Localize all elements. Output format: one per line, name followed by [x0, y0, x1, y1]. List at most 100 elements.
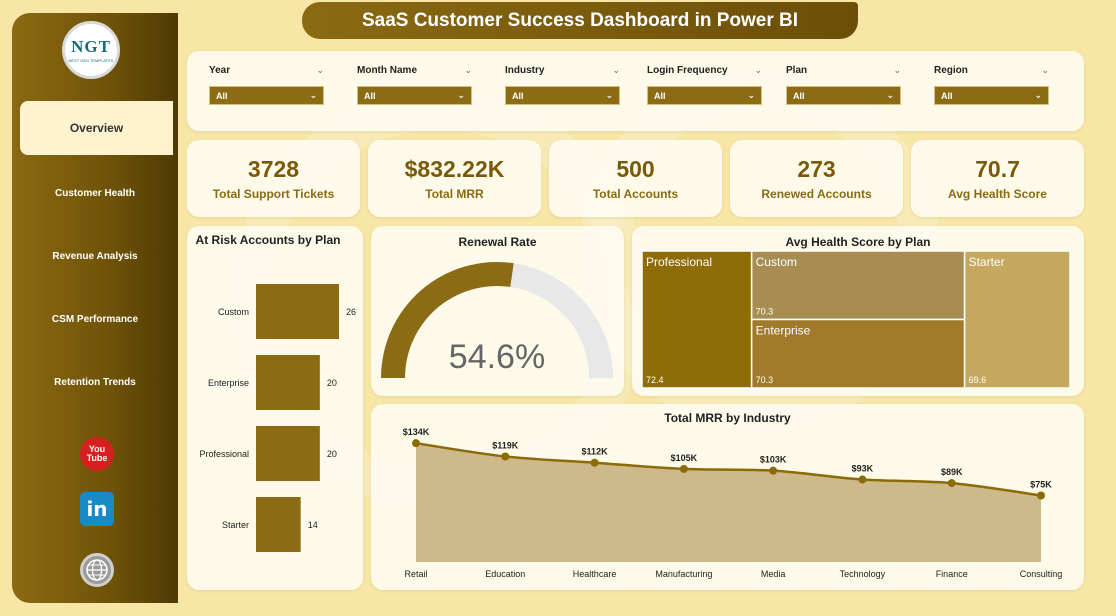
bar-value-label: 14	[308, 520, 318, 530]
select-value: All	[512, 90, 524, 101]
filter-region: Region ⌄ All ⌄	[934, 65, 1049, 105]
kpi-card-total-mrr: $832.22K Total MRR	[368, 140, 541, 217]
treemap-value: 72.4	[646, 375, 664, 385]
filter-label: Year	[209, 65, 231, 76]
industry-select[interactable]: All ⌄	[505, 86, 620, 105]
bar	[256, 284, 339, 339]
nav-customer-health[interactable]: Customer Health	[12, 168, 178, 218]
chevron-down-icon: ⌄	[747, 90, 755, 100]
page-title: SaaS Customer Success Dashboard in Power…	[361, 9, 799, 31]
globe-icon[interactable]	[80, 553, 114, 587]
chevron-down-icon[interactable]: ⌄	[316, 65, 324, 75]
kpi-label: Avg Health Score	[948, 187, 1047, 201]
kpi-label: Renewed Accounts	[761, 187, 872, 201]
dashboard-title-bar: SaaS Customer Success Dashboard in Power…	[302, 2, 858, 39]
chart-title: At Risk Accounts by Plan	[195, 233, 341, 247]
x-tick-label: Manufacturing	[655, 569, 712, 579]
bar-category-label: Custom	[218, 307, 249, 317]
data-label: $119K	[492, 440, 519, 450]
chevron-down-icon[interactable]: ⌄	[464, 65, 472, 75]
filter-label: Month Name	[357, 65, 417, 76]
linkedin-label: in	[86, 497, 108, 521]
filter-industry: Industry ⌄ All ⌄	[505, 65, 620, 105]
kpi-card-total-accounts: 500 Total Accounts	[549, 140, 722, 217]
bar-value-label: 20	[327, 449, 337, 459]
kpi-value: $832.22K	[404, 156, 505, 182]
select-value: All	[216, 90, 228, 101]
data-label: $93K	[852, 464, 874, 474]
nav-label: Retention Trends	[54, 376, 136, 388]
treemap-tile	[750, 318, 966, 389]
area-point	[679, 464, 688, 473]
bar	[256, 355, 320, 410]
kpi-value: 500	[616, 156, 655, 182]
nav-label: CSM Performance	[51, 313, 139, 325]
logo-subtext: NEXT GEN TEMPLATES	[68, 58, 114, 63]
nav-overview[interactable]: Overview	[20, 101, 173, 155]
chevron-down-icon: ⌄	[457, 90, 465, 100]
gauge-value: 54.6%	[449, 338, 545, 376]
bar-value-label: 26	[346, 307, 356, 317]
region-select[interactable]: All ⌄	[934, 86, 1049, 105]
area-fill	[416, 443, 1041, 562]
chevron-down-icon[interactable]: ⌄	[1041, 65, 1049, 75]
select-value: All	[793, 90, 805, 101]
x-tick-label: Healthcare	[573, 569, 617, 579]
data-label: $134K	[403, 427, 430, 437]
bar-category-label: Professional	[199, 449, 249, 459]
ngt-logo: NGT NEXT GEN TEMPLATES	[62, 21, 120, 79]
chevron-down-icon: ⌄	[886, 90, 894, 100]
treemap-tile	[963, 250, 1071, 389]
youtube-icon[interactable]: You Tube	[80, 437, 114, 471]
area-point	[769, 466, 778, 475]
bar-category-label: Enterprise	[208, 378, 249, 388]
chevron-down-icon[interactable]: ⌄	[612, 65, 620, 75]
chevron-down-icon: ⌄	[1034, 90, 1042, 100]
kpi-card-avg-health-score: 70.7 Avg Health Score	[911, 140, 1084, 217]
nav-csm-performance[interactable]: CSM Performance	[12, 294, 178, 344]
plan-select[interactable]: All ⌄	[786, 86, 901, 105]
nav-retention-trends[interactable]: Retention Trends	[12, 357, 178, 407]
at-risk-bar-chart-card: At Risk Accounts by Plan Custom 26 Enterpr…	[187, 226, 363, 590]
chevron-down-icon[interactable]: ⌄	[754, 65, 762, 75]
mrr-area-chart-card: Total MRR by Industry $134K Retail $119K Ed…	[371, 404, 1084, 590]
x-tick-label: Finance	[936, 569, 968, 579]
chart-title: Renewal Rate	[458, 235, 537, 249]
treemap-label: Professional	[646, 255, 712, 269]
chevron-down-icon[interactable]: ⌄	[893, 65, 901, 75]
data-label: $75K	[1030, 480, 1052, 490]
linkedin-icon[interactable]: in	[80, 492, 114, 526]
kpi-value: 70.7	[975, 156, 1020, 182]
data-label: $89K	[941, 467, 963, 477]
kpi-value: 273	[797, 156, 836, 182]
filter-login-frequency: Login Frequency ⌄ All ⌄	[647, 65, 762, 105]
nav-revenue-analysis[interactable]: Revenue Analysis	[12, 231, 178, 281]
youtube-label: You Tube	[86, 444, 108, 463]
filter-plan: Plan ⌄ All ⌄	[786, 65, 901, 105]
sidebar: NGT NEXT GEN TEMPLATES Overview Customer…	[12, 13, 178, 603]
data-label: $112K	[582, 447, 609, 457]
chart-title: Total MRR by Industry	[664, 411, 791, 425]
filter-month-name: Month Name ⌄ All ⌄	[357, 65, 472, 105]
month-select[interactable]: All ⌄	[357, 86, 472, 105]
health-score-treemap: Professional 72.4 Custom 70.3 Enterprise 70.3…	[641, 250, 1071, 389]
area-point	[858, 475, 867, 484]
chart-title: Avg Health Score by Plan	[785, 235, 931, 249]
select-value: All	[941, 90, 953, 101]
x-tick-label: Education	[485, 569, 525, 579]
health-score-treemap-card: Avg Health Score by Plan Professional 72.…	[632, 226, 1084, 396]
x-tick-label: Technology	[840, 569, 886, 579]
x-tick-label: Media	[761, 569, 786, 579]
mrr-area-chart: $134K Retail $119K Education $112K Healthcare…	[403, 427, 1063, 579]
filter-label: Login Frequency	[647, 65, 728, 76]
x-tick-label: Retail	[404, 569, 427, 579]
year-select[interactable]: All ⌄	[209, 86, 324, 105]
bar-category-label: Starter	[222, 520, 249, 530]
treemap-label: Enterprise	[756, 324, 811, 338]
treemap-label: Custom	[756, 255, 797, 269]
area-point	[501, 452, 510, 461]
kpi-label: Total MRR	[425, 187, 484, 201]
data-label: $105K	[671, 453, 698, 463]
login-frequency-select[interactable]: All ⌄	[647, 86, 762, 105]
filter-year: Year ⌄ All ⌄	[209, 65, 324, 105]
